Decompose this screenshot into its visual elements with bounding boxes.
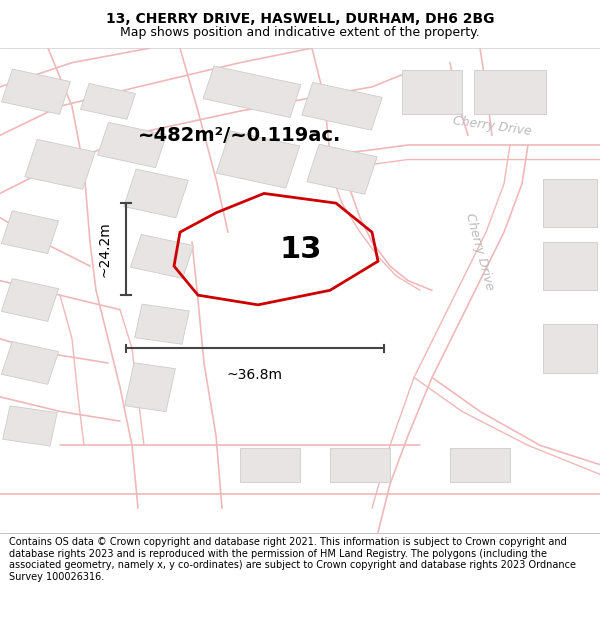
Bar — [240, 448, 300, 482]
Bar — [543, 242, 597, 290]
Bar — [402, 70, 462, 114]
Text: Cherry Drive: Cherry Drive — [452, 114, 532, 138]
Text: Contains OS data © Crown copyright and database right 2021. This information is : Contains OS data © Crown copyright and d… — [9, 537, 576, 582]
Bar — [25, 139, 95, 189]
Bar — [3, 406, 57, 446]
Text: 13, CHERRY DRIVE, HASWELL, DURHAM, DH6 2BG: 13, CHERRY DRIVE, HASWELL, DURHAM, DH6 2… — [106, 12, 494, 26]
Bar — [124, 169, 188, 217]
Bar — [80, 84, 136, 119]
Bar — [543, 324, 597, 372]
Bar — [307, 144, 377, 194]
Text: ~482m²/~0.119ac.: ~482m²/~0.119ac. — [139, 126, 341, 145]
Bar — [130, 234, 194, 278]
Bar — [302, 82, 382, 130]
Text: Cherry Drive: Cherry Drive — [463, 211, 497, 292]
Text: ~36.8m: ~36.8m — [227, 368, 283, 382]
Bar — [1, 342, 59, 384]
Bar — [135, 304, 189, 344]
Bar — [98, 122, 166, 168]
Bar — [450, 448, 510, 482]
Bar — [543, 179, 597, 227]
Text: 13: 13 — [280, 234, 322, 264]
Bar — [330, 448, 390, 482]
Bar — [203, 66, 301, 118]
Text: Map shows position and indicative extent of the property.: Map shows position and indicative extent… — [120, 26, 480, 39]
Bar — [474, 70, 546, 114]
Bar — [1, 211, 59, 254]
Bar — [1, 279, 59, 321]
Bar — [216, 131, 300, 188]
Bar — [2, 69, 70, 114]
Bar — [125, 362, 175, 412]
Text: ~24.2m: ~24.2m — [97, 221, 111, 277]
